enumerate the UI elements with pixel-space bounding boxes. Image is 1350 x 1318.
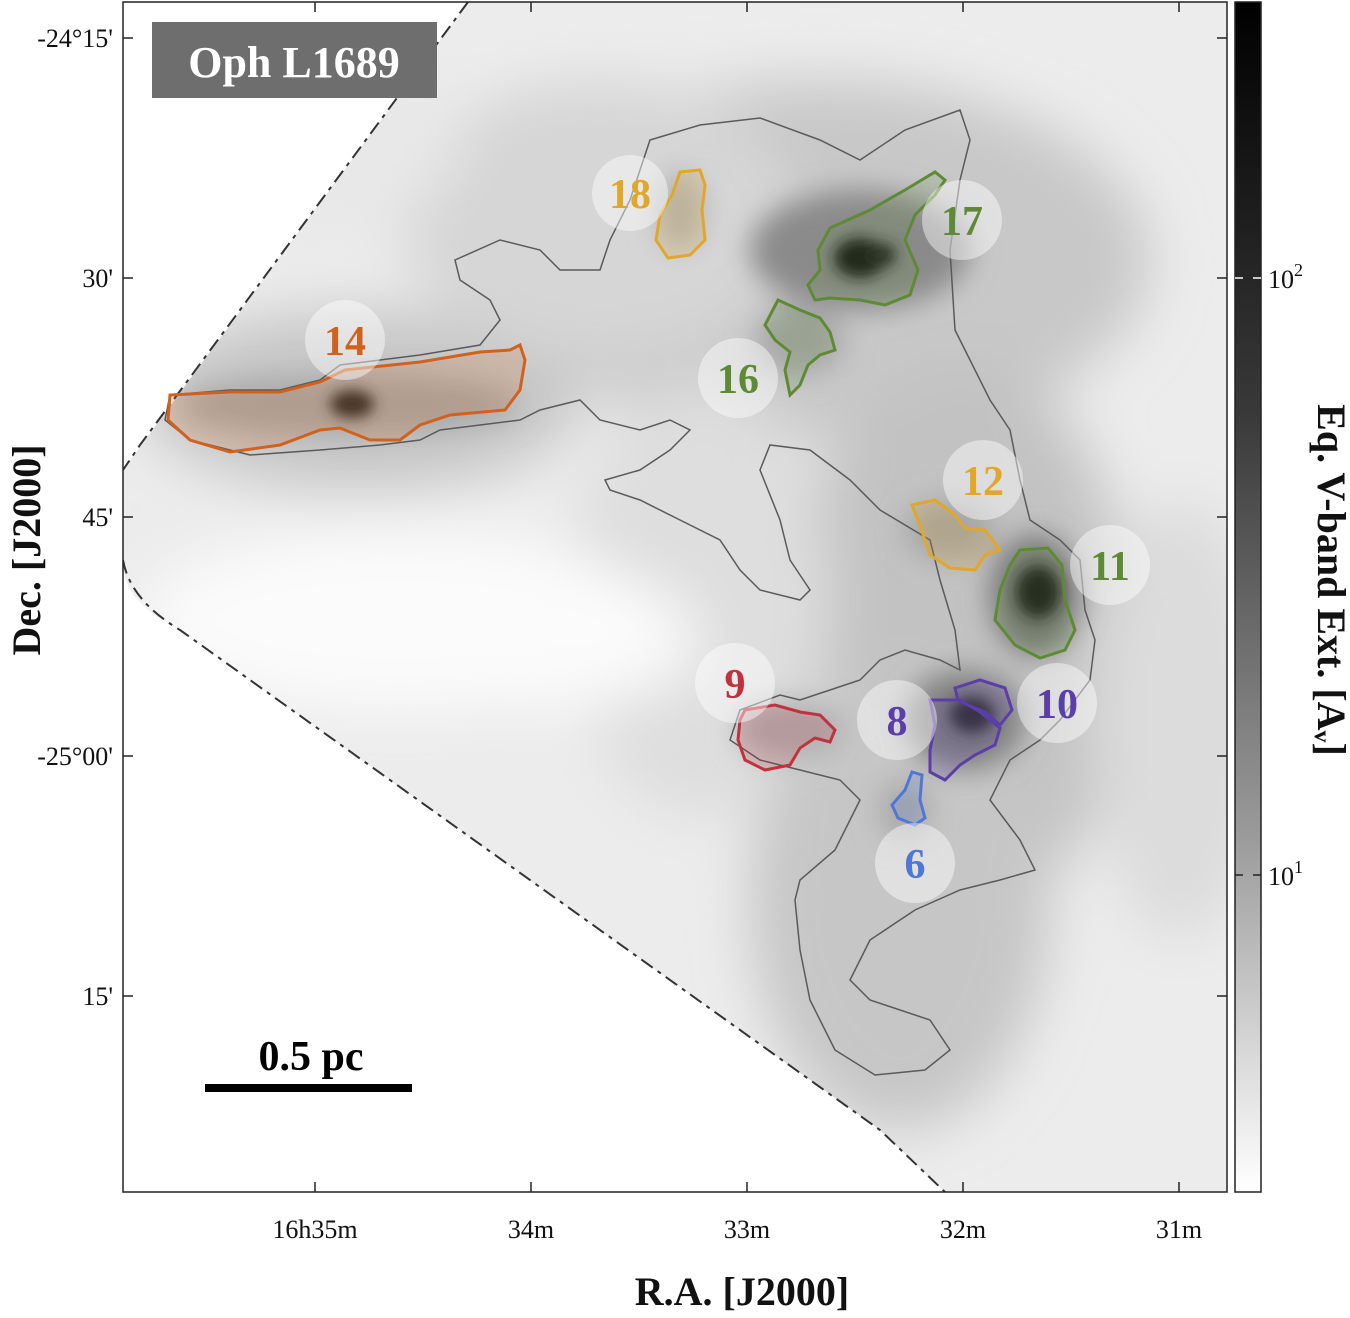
svg-text:16: 16	[717, 357, 759, 403]
x-tick-label: 33m	[724, 1215, 770, 1244]
svg-text:17: 17	[941, 199, 983, 245]
y-tick-labels: -24°15' 30' 45' -25°00' 15'	[37, 24, 113, 1011]
region-12-contour	[909, 498, 1003, 572]
region-label-6: 6	[875, 823, 955, 903]
svg-text:12: 12	[962, 459, 1004, 505]
field-title: Oph L1689	[188, 38, 400, 87]
region-label-17: 17	[922, 180, 1002, 260]
field-title-box: Oph L1689	[152, 22, 437, 98]
svg-text:8: 8	[887, 699, 908, 745]
axis-ticks	[123, 2, 1227, 1192]
region-label-11: 11	[1070, 525, 1150, 605]
y-tick-label: 45'	[82, 503, 113, 532]
region-label-18: 18	[592, 155, 668, 231]
region-label-10: 10	[1017, 663, 1097, 743]
region-8-contour	[928, 698, 1002, 782]
y-tick-label: 15'	[82, 982, 113, 1011]
colorbar-tick-label: 101	[1268, 857, 1303, 891]
svg-text:9: 9	[725, 662, 746, 708]
region-6-contour	[890, 770, 927, 827]
x-tick-label: 16h35m	[272, 1215, 357, 1244]
region-18-contour	[654, 168, 707, 260]
x-axis-title: R.A. [J2000]	[635, 1269, 849, 1314]
extinction-map-image	[123, 2, 1227, 1192]
cloud-contour	[164, 109, 1096, 1076]
svg-text:14: 14	[324, 319, 366, 365]
svg-text:11: 11	[1090, 544, 1130, 590]
region-label-14: 14	[305, 300, 385, 380]
svg-text:18: 18	[609, 172, 651, 218]
colorbar-gradient	[1234, 1, 1262, 1193]
y-axis-title: Dec. [J2000]	[4, 444, 49, 655]
x-tick-label: 32m	[940, 1215, 986, 1244]
region-14-contour	[166, 342, 527, 454]
svg-text:10: 10	[1036, 682, 1078, 728]
scale-bar: 0.5 pc	[205, 1034, 412, 1092]
y-tick-label: -24°15'	[37, 24, 113, 53]
region-9-contour	[736, 703, 837, 772]
region-label-12: 12	[943, 440, 1023, 520]
scale-bar-label: 0.5 pc	[259, 1034, 364, 1080]
region-label-8: 8	[857, 680, 937, 760]
region-17-contour	[806, 170, 948, 307]
x-tick-label: 31m	[1156, 1215, 1202, 1244]
region-16-contour	[763, 298, 837, 399]
x-tick-labels: 16h35m 34m 33m 32m 31m	[272, 1215, 1202, 1244]
x-tick-label: 34m	[508, 1215, 554, 1244]
region-11-contour	[993, 546, 1077, 660]
plot-frame	[122, 1, 1228, 1193]
y-tick-label: -25°00'	[37, 742, 113, 771]
region-labels: 18 17 14 16 12 11 9 8	[305, 155, 1150, 903]
colorbar-title: Eq. V-band Ext. [Aᵥ]	[1309, 404, 1350, 756]
region-contours	[166, 168, 1077, 827]
region-label-9: 9	[695, 643, 775, 723]
region-label-16: 16	[698, 338, 778, 418]
scale-bar-line	[205, 1084, 412, 1092]
svg-text:6: 6	[905, 842, 926, 888]
colorbar: 102 101 Eq. V-band Ext. [Aᵥ]	[1234, 1, 1350, 1193]
y-tick-label: 30'	[82, 264, 113, 293]
colorbar-tick-label: 102	[1268, 260, 1303, 294]
